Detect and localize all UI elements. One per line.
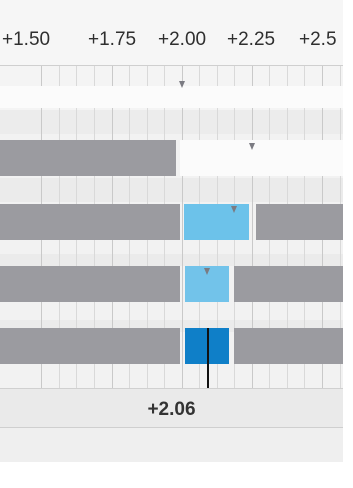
marker-icon[interactable] <box>204 268 210 275</box>
marker-icon[interactable] <box>179 81 185 88</box>
track-clip[interactable] <box>234 266 343 302</box>
ruler-tick-label: +2.25 <box>227 29 276 50</box>
playhead-line[interactable] <box>207 328 209 388</box>
track-clip[interactable] <box>0 204 180 240</box>
marker-icon[interactable] <box>249 143 255 150</box>
track-row <box>0 178 343 202</box>
track-clip[interactable] <box>0 86 343 108</box>
track-clip[interactable] <box>0 140 176 176</box>
position-readout: +2.06 <box>147 399 196 420</box>
empty-panel-area <box>0 428 343 462</box>
marker-icon[interactable] <box>231 206 237 213</box>
position-readout-bar: +2.06 <box>0 388 343 428</box>
track-row <box>0 254 343 266</box>
panel-border <box>0 462 343 488</box>
track-row <box>0 110 343 134</box>
selected-clip[interactable] <box>184 204 249 240</box>
panel-border <box>343 0 353 488</box>
track-clip[interactable] <box>180 140 343 176</box>
timeline-grid[interactable] <box>0 66 343 388</box>
ruler-tick-label: +2.00 <box>158 29 207 50</box>
track-clip[interactable] <box>0 328 180 364</box>
ruler-tick-label: +1.50 <box>2 29 51 50</box>
ruler-tick-label: +2.5 <box>299 29 337 50</box>
track-clip[interactable] <box>256 204 343 240</box>
ruler-tick-label: +1.75 <box>88 29 137 50</box>
grid-line <box>182 66 183 388</box>
timeline-panel: +1.50 +1.75 +2.00 +2.25 +2.5 <box>0 0 343 462</box>
grid-line <box>252 66 253 388</box>
time-ruler[interactable]: +1.50 +1.75 +2.00 +2.25 +2.5 <box>0 0 343 66</box>
track-clip[interactable] <box>0 266 180 302</box>
track-clip[interactable] <box>234 328 343 364</box>
